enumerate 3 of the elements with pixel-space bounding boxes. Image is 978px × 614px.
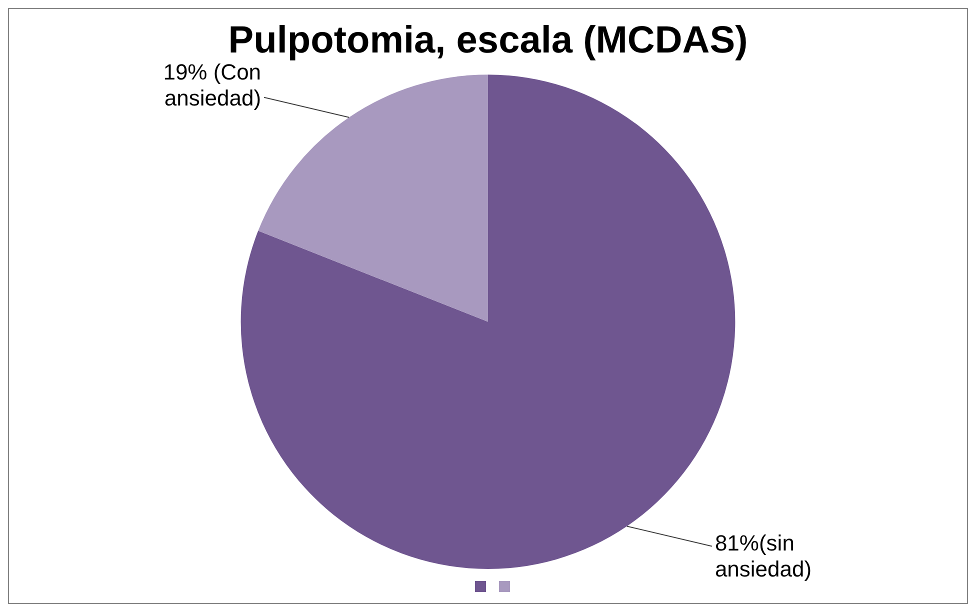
data-label: 81%(sin ansiedad) <box>714 530 812 582</box>
data-label: 19% (Con ansiedad) <box>163 59 262 110</box>
chart-title: Pulpotomia, escala (MCDAS) <box>228 19 748 62</box>
